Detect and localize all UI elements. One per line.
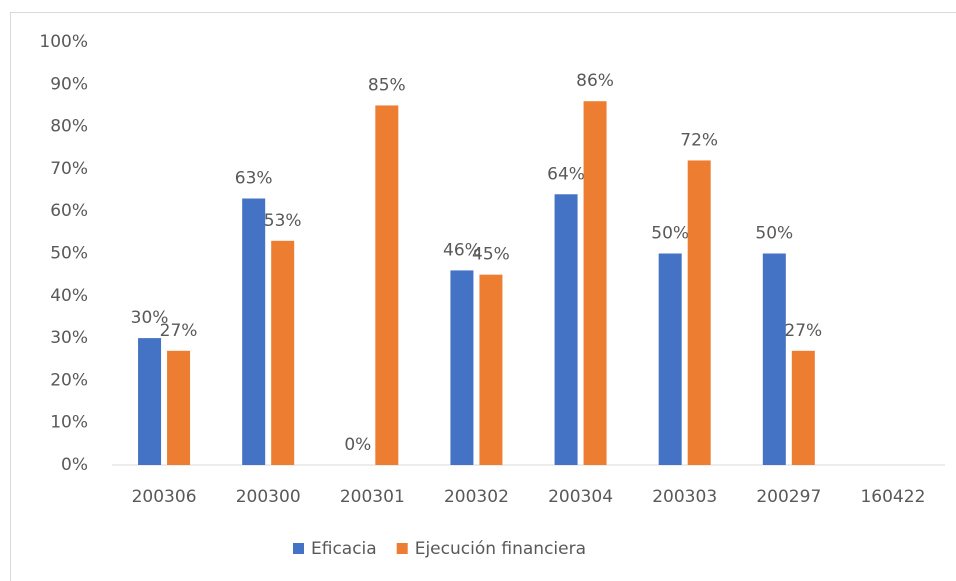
legend-label: Eficacia bbox=[311, 539, 377, 559]
x-tick-label: 160422 bbox=[860, 487, 925, 507]
y-tick-label: 100% bbox=[39, 32, 88, 52]
bar bbox=[271, 240, 295, 465]
y-tick-label: 0% bbox=[61, 455, 88, 475]
bar bbox=[658, 253, 682, 465]
x-tick-label: 200297 bbox=[756, 487, 821, 507]
legend-swatch bbox=[396, 543, 408, 554]
data-label: 45% bbox=[472, 245, 510, 265]
data-label: 50% bbox=[651, 224, 689, 244]
y-tick-label: 70% bbox=[50, 159, 88, 179]
legend-label: Ejecución financiera bbox=[415, 539, 586, 559]
y-tick-label: 40% bbox=[50, 286, 88, 306]
y-tick-label: 10% bbox=[50, 413, 88, 433]
legend-swatch bbox=[293, 543, 304, 554]
data-label: 72% bbox=[680, 130, 718, 150]
y-tick-label: 80% bbox=[50, 117, 88, 137]
x-tick-label: 200300 bbox=[236, 487, 301, 507]
data-label: 64% bbox=[547, 164, 585, 184]
bar bbox=[791, 350, 815, 465]
x-tick-label: 200302 bbox=[444, 487, 509, 507]
data-label: 46% bbox=[443, 240, 481, 260]
data-label: 27% bbox=[784, 321, 822, 341]
bar bbox=[450, 270, 474, 465]
data-label: 63% bbox=[235, 169, 273, 189]
bar bbox=[583, 101, 607, 465]
data-label: 30% bbox=[131, 308, 169, 328]
y-tick-label: 90% bbox=[50, 74, 88, 94]
y-tick-label: 50% bbox=[50, 244, 88, 264]
bar bbox=[762, 253, 786, 465]
x-tick-label: 200304 bbox=[548, 487, 613, 507]
bar bbox=[554, 194, 578, 465]
bar bbox=[479, 274, 503, 465]
bar bbox=[375, 105, 399, 465]
data-label: 27% bbox=[160, 321, 198, 341]
data-label: 53% bbox=[264, 211, 302, 231]
y-tick-label: 30% bbox=[50, 328, 88, 348]
data-label: 86% bbox=[576, 71, 614, 91]
bar bbox=[167, 350, 191, 465]
y-tick-label: 20% bbox=[50, 370, 88, 390]
x-tick-label: 200306 bbox=[132, 487, 197, 507]
x-tick-label: 200301 bbox=[340, 487, 405, 507]
bar bbox=[138, 338, 162, 465]
bar bbox=[242, 198, 266, 465]
data-label: 85% bbox=[368, 75, 406, 95]
x-tick-label: 200303 bbox=[652, 487, 717, 507]
bar bbox=[687, 160, 711, 465]
y-tick-label: 60% bbox=[50, 201, 88, 221]
data-label: 0% bbox=[344, 435, 371, 455]
data-label: 50% bbox=[755, 224, 793, 244]
